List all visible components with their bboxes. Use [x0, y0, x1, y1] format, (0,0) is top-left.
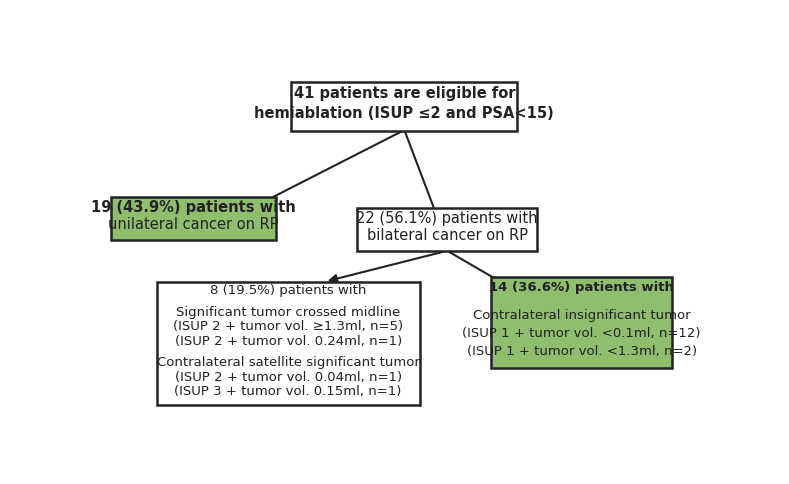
FancyBboxPatch shape: [291, 82, 518, 131]
Text: (ISUP 2 + tumor vol. ≥1.3ml, n=5): (ISUP 2 + tumor vol. ≥1.3ml, n=5): [173, 320, 403, 333]
Text: (ISUP 3 + tumor vol. 0.15ml, n=1): (ISUP 3 + tumor vol. 0.15ml, n=1): [174, 385, 402, 398]
Text: (ISUP 1 + tumor vol. <1.3ml, n=2): (ISUP 1 + tumor vol. <1.3ml, n=2): [466, 346, 697, 358]
Text: 22 (56.1%) patients with: 22 (56.1%) patients with: [357, 211, 538, 226]
Text: (ISUP 2 + tumor vol. 0.04ml, n=1): (ISUP 2 + tumor vol. 0.04ml, n=1): [174, 371, 402, 384]
Text: (ISUP 2 + tumor vol. 0.24ml, n=1): (ISUP 2 + tumor vol. 0.24ml, n=1): [174, 334, 402, 348]
Text: unilateral cancer on RP: unilateral cancer on RP: [108, 217, 279, 232]
Text: 14 (36.6%) patients with: 14 (36.6%) patients with: [489, 282, 674, 294]
FancyBboxPatch shape: [357, 208, 537, 251]
Text: hemiablation (ISUP ≤2 and PSA<15): hemiablation (ISUP ≤2 and PSA<15): [255, 106, 554, 121]
Text: 41 patients are eligible for: 41 patients are eligible for: [294, 87, 515, 102]
FancyBboxPatch shape: [157, 282, 420, 405]
Text: (ISUP 1 + tumor vol. <0.1ml, n=12): (ISUP 1 + tumor vol. <0.1ml, n=12): [462, 327, 701, 340]
FancyBboxPatch shape: [492, 277, 672, 368]
Text: Significant tumor crossed midline: Significant tumor crossed midline: [176, 305, 400, 318]
FancyBboxPatch shape: [110, 197, 276, 240]
Text: 8 (19.5%) patients with: 8 (19.5%) patients with: [210, 284, 366, 297]
Text: bilateral cancer on RP: bilateral cancer on RP: [367, 228, 528, 243]
Text: Contralateral satellite significant tumor: Contralateral satellite significant tumo…: [157, 356, 420, 369]
Text: Contralateral insignificant tumor: Contralateral insignificant tumor: [473, 309, 690, 322]
Text: 19 (43.9%) patients with: 19 (43.9%) patients with: [91, 200, 296, 215]
